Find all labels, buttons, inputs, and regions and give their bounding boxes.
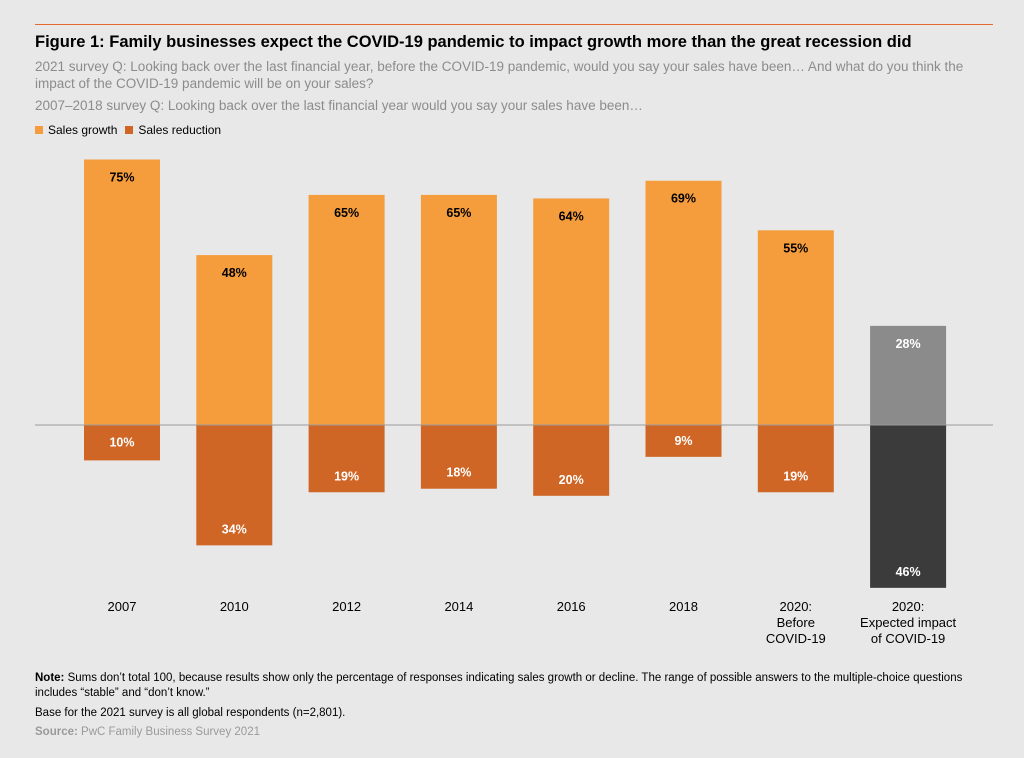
data-label-growth-5: 69% xyxy=(671,192,696,206)
note-body: Sums don’t total 100, because results sh… xyxy=(35,672,963,699)
x-tick-label-2-0: 2012 xyxy=(332,599,361,614)
bar-growth-2 xyxy=(308,194,385,425)
subtitle-2021-question: 2021 survey Q: Looking back over the las… xyxy=(35,59,964,91)
legend-label-reduction: Sales reduction xyxy=(138,123,222,137)
data-label-reduction-5: 9% xyxy=(674,434,692,448)
x-tick-label-7-0: 2020: xyxy=(892,599,925,614)
data-label-reduction-3: 18% xyxy=(446,466,471,480)
figure-title: Figure 1: Family businesses expect the C… xyxy=(35,33,912,51)
bar-growth-6 xyxy=(757,230,834,425)
bar-reduction-3 xyxy=(420,425,497,489)
data-label-reduction-0: 10% xyxy=(109,436,134,450)
data-label-reduction-1: 34% xyxy=(222,522,247,536)
legend-label-growth: Sales growth xyxy=(48,123,118,137)
x-tick-label-6-1: Before xyxy=(777,615,815,630)
bar-growth-5 xyxy=(645,180,722,425)
data-label-reduction-2: 19% xyxy=(334,469,359,483)
data-label-growth-6: 55% xyxy=(783,241,808,255)
bar-growth-0 xyxy=(84,159,160,425)
data-label-growth-7: 28% xyxy=(896,337,921,351)
note-text: Note: Sums don’t total 100, because resu… xyxy=(35,671,995,701)
legend-item-growth: Sales growth xyxy=(35,123,117,137)
source-label: Source: xyxy=(35,726,78,738)
bar-growth-7 xyxy=(870,325,947,425)
data-label-reduction-4: 20% xyxy=(559,473,584,487)
x-tick-label-0-0: 2007 xyxy=(108,599,137,614)
source-body: PwC Family Business Survey 2021 xyxy=(77,726,260,738)
legend-swatch-growth xyxy=(35,126,43,134)
x-tick-label-7-1: Expected impact xyxy=(860,615,956,630)
bar-reduction-0 xyxy=(84,425,160,461)
bar-growth-1 xyxy=(196,255,273,425)
bar-reduction-6 xyxy=(757,425,834,493)
bar-growth-3 xyxy=(420,194,497,425)
x-tick-label-6-0: 2020: xyxy=(780,599,813,614)
data-label-reduction-6: 19% xyxy=(783,469,808,483)
note-label: Note: xyxy=(35,672,65,684)
bar-reduction-4 xyxy=(533,425,610,496)
data-label-growth-1: 48% xyxy=(222,266,247,280)
chart-legend: Sales growth Sales reduction xyxy=(35,123,229,137)
x-tick-label-6-2: COVID-19 xyxy=(766,631,826,646)
bar-reduction-2 xyxy=(308,425,385,493)
top-accent-rule xyxy=(35,24,993,25)
bar-reduction-5 xyxy=(645,425,722,457)
data-label-reduction-7: 46% xyxy=(896,565,921,579)
x-tick-label-4-0: 2016 xyxy=(557,599,586,614)
legend-swatch-reduction xyxy=(125,126,134,134)
x-tick-label-5-0: 2018 xyxy=(669,599,698,614)
bar-reduction-7 xyxy=(870,425,947,588)
x-tick-label-3-0: 2014 xyxy=(444,599,473,614)
data-label-growth-4: 64% xyxy=(559,209,584,223)
data-label-growth-0: 75% xyxy=(109,171,134,185)
data-label-growth-2: 65% xyxy=(334,206,359,220)
data-label-growth-3: 65% xyxy=(446,206,471,220)
legend-item-reduction: Sales reduction xyxy=(125,123,221,137)
x-tick-label-1-0: 2010 xyxy=(220,599,249,614)
bar-reduction-1 xyxy=(196,425,273,546)
bar-growth-4 xyxy=(533,198,610,425)
x-tick-label-7-2: of COVID-19 xyxy=(871,631,945,646)
base-text: Base for the 2021 survey is all global r… xyxy=(35,707,346,719)
subtitle-2007-question: 2007–2018 survey Q: Looking back over th… xyxy=(35,98,643,113)
source-text: Source: PwC Family Business Survey 2021 xyxy=(35,726,260,738)
